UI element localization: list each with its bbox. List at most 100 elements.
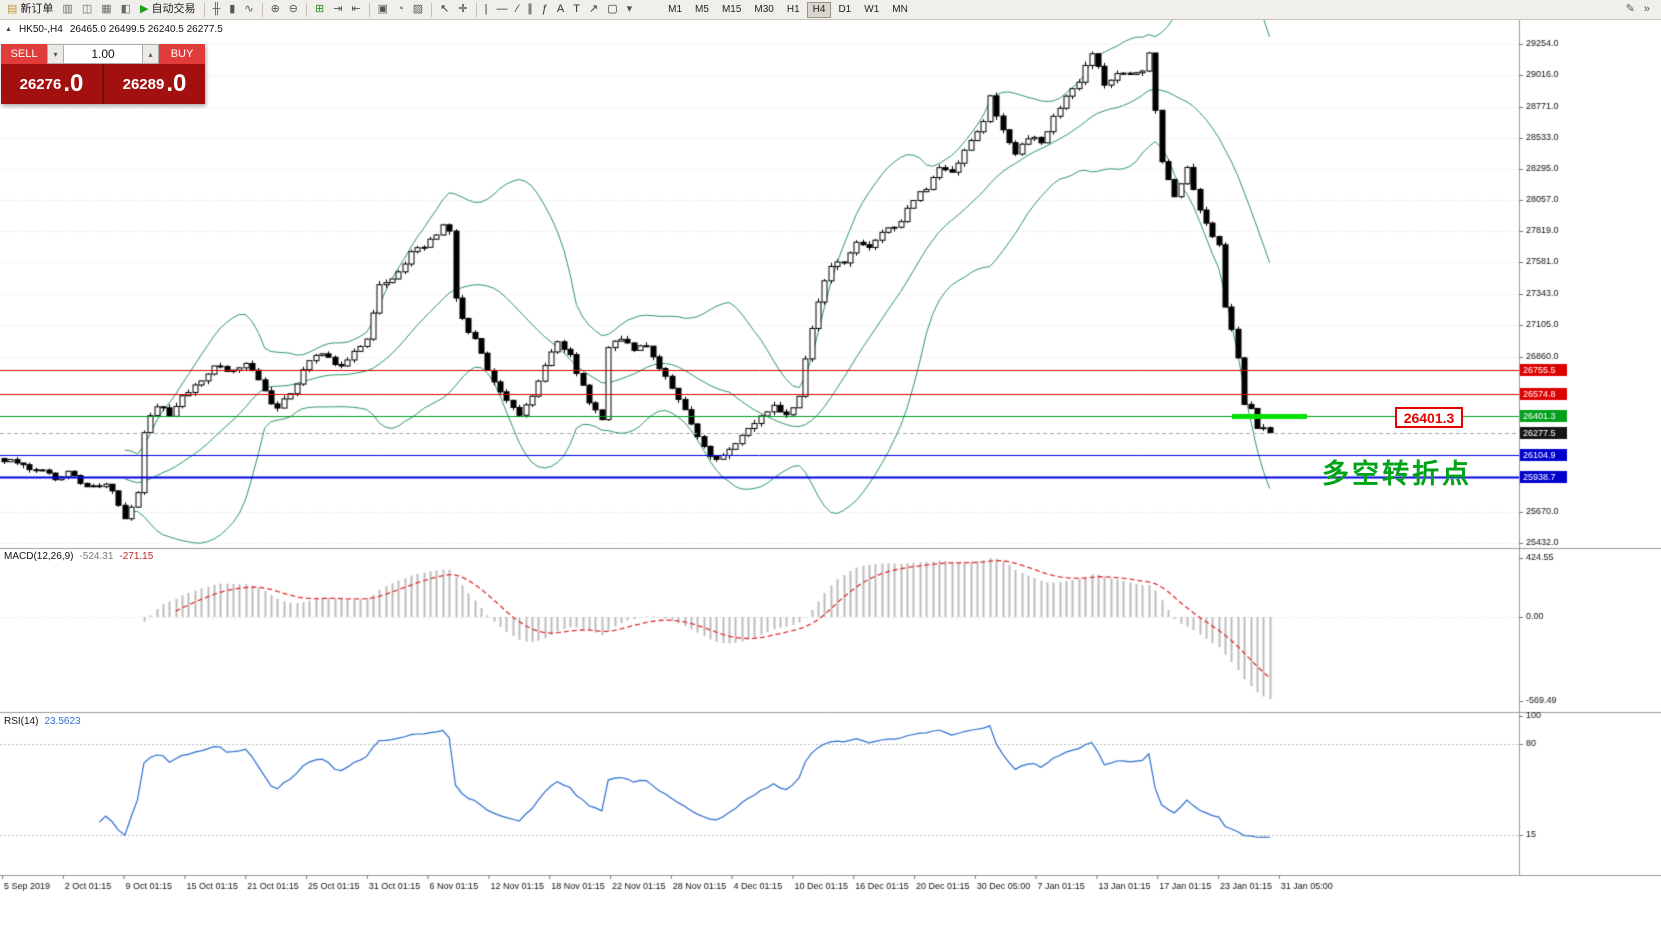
vertical-line-icon: | <box>484 3 488 15</box>
label-icon: T <box>573 3 580 15</box>
tf-m15[interactable]: M15 <box>716 2 747 18</box>
data-window-icon: ◫ <box>81 3 93 15</box>
shapes-icon[interactable]: ▢ <box>603 1 621 19</box>
sell-button[interactable]: SELL <box>1 44 47 64</box>
cursor-icon[interactable]: ↖ <box>436 1 453 19</box>
symbol-info: ▲ HK50-,H4 26465.0 26499.5 26240.5 26277… <box>5 24 223 35</box>
toolbar-more-icon[interactable]: » <box>1640 1 1654 19</box>
vertical-line-icon[interactable]: | <box>481 1 492 19</box>
tf-d1[interactable]: D1 <box>832 2 857 18</box>
autotrading-button-label: 自动交易 <box>151 3 196 15</box>
volume-increase-button[interactable]: ▴ <box>142 44 159 64</box>
navigator-icon: ▦ <box>101 3 112 15</box>
trade-panel-header-row: SELL ▾ ▴ BUY <box>1 44 205 64</box>
tf-h4[interactable]: H4 <box>806 1 832 18</box>
trendline-icon[interactable]: ∕ <box>512 1 522 19</box>
fibonacci-icon: ƒ <box>541 3 548 15</box>
cycles-icon[interactable]: ◔ <box>393 1 408 19</box>
ohlc-values: 26465.0 26499.5 26240.5 26277.5 <box>69 24 223 35</box>
macd-main-value: -524.31 <box>79 551 114 562</box>
tile-windows-icon: ⊞ <box>315 3 325 15</box>
candlestick-chart-icon: ▮ <box>229 3 236 15</box>
new-order-button[interactable]: ▤ 新订单 <box>3 1 57 19</box>
buy-price-decimal: .0 <box>166 70 187 97</box>
volume-decrease-button[interactable]: ▾ <box>47 44 64 64</box>
snapshot-icon[interactable]: ▨ <box>409 1 427 19</box>
candlestick-chart-icon[interactable]: ▮ <box>225 1 239 19</box>
price-level-callout[interactable]: 26401.3 <box>1395 407 1463 428</box>
crosshair-icon[interactable]: ✛ <box>454 1 471 19</box>
chart-window: ▲ HK50-,H4 26465.0 26499.5 26240.5 26277… <box>0 20 1661 948</box>
chart-shift-icon: ⇤ <box>351 3 361 15</box>
tf-m30[interactable]: M30 <box>748 2 779 18</box>
price-chart-canvas[interactable] <box>0 20 1661 948</box>
text-icon[interactable]: A <box>553 1 568 19</box>
tf-mn[interactable]: MN <box>886 2 914 18</box>
trade-panel-price-row: 26276 .0 26289 .0 <box>1 64 205 104</box>
arrows-icon[interactable]: ↗ <box>585 1 602 19</box>
new-chart-icon: ▣ <box>377 3 389 15</box>
trendline-icon: ∕ <box>516 3 519 15</box>
macd-indicator-label: MACD(12,26,9) -524.31 -271.15 <box>4 551 153 562</box>
symbol-period-label: HK50-,H4 <box>18 24 63 35</box>
line-chart-icon: ∿ <box>244 3 254 15</box>
line-chart-icon[interactable]: ∿ <box>240 1 257 19</box>
crosshair-icon: ✛ <box>458 3 468 15</box>
toolbar-separator <box>261 2 263 17</box>
new-chart-icon[interactable]: ▣ <box>374 1 392 19</box>
zoom-out-icon[interactable]: ⊖ <box>285 1 302 19</box>
toolbar-separator <box>203 2 205 17</box>
cycles-icon: ◔ <box>397 3 404 15</box>
horizontal-line-icon: — <box>496 3 508 15</box>
navigator-icon[interactable]: ▦ <box>97 1 115 19</box>
toolbar: ▤ 新订单 ▥ ◫ ▦ ◧ ▶ 自动交易 ╫ ▮ ∿ ⊕ ⊖ ⊞ ⇥ ⇤ ▣ ◔ ▨ ↖ ✛ | — ∕ ∥ ƒ A T ↗ ▢ ▾ M1 M… <box>0 0 1661 20</box>
volume-input[interactable] <box>64 44 142 64</box>
text-icon: A <box>556 3 565 15</box>
channel-icon: ∥ <box>527 3 533 15</box>
quick-edit-icon[interactable]: ✎ <box>1622 1 1639 19</box>
chart-shift-icon[interactable]: ⇤ <box>347 1 364 19</box>
shapes-dropdown-icon[interactable]: ▾ <box>623 1 637 19</box>
buy-price-button[interactable]: 26289 .0 <box>104 64 205 104</box>
zoom-in-icon[interactable]: ⊕ <box>267 1 284 19</box>
auto-scroll-icon[interactable]: ⇥ <box>329 1 346 19</box>
toolbar-separator <box>306 2 308 17</box>
tf-m1[interactable]: M1 <box>662 2 688 18</box>
tf-w1[interactable]: W1 <box>858 2 885 18</box>
bar-chart-icon[interactable]: ╫ <box>209 1 225 19</box>
data-window-icon[interactable]: ◫ <box>78 1 96 19</box>
terminal-icon[interactable]: ◧ <box>117 1 135 19</box>
rsi-value: 23.5623 <box>44 716 81 727</box>
toolbar-separator <box>431 2 433 17</box>
zoom-in-icon: ⊕ <box>270 3 280 15</box>
macd-signal-value: -271.15 <box>119 551 154 562</box>
autotrading-button-icon: ▶ <box>140 3 149 15</box>
autotrading-button[interactable]: ▶ 自动交易 <box>136 1 199 19</box>
one-click-trading-panel: SELL ▾ ▴ BUY 26276 .0 26289 .0 <box>1 44 205 104</box>
channel-icon[interactable]: ∥ <box>523 1 537 19</box>
collapse-arrow-icon[interactable]: ▲ <box>5 26 12 33</box>
sell-price-button[interactable]: 26276 .0 <box>1 64 104 104</box>
tf-m5[interactable]: M5 <box>689 2 715 18</box>
toolbar-left-group: ▤ 新订单 ▥ ◫ ▦ ◧ ▶ 自动交易 ╫ ▮ ∿ ⊕ ⊖ ⊞ ⇥ ⇤ ▣ ◔ ▨ ↖ ✛ | — ∕ ∥ ƒ A T ↗ ▢ ▾ <box>3 1 636 19</box>
buy-price-main: 26289 <box>122 75 165 93</box>
new-order-button-label: 新订单 <box>20 3 54 15</box>
turning-point-annotation: 多空转折点 <box>1322 459 1472 489</box>
tf-h1[interactable]: H1 <box>781 2 806 18</box>
snapshot-icon: ▨ <box>412 3 424 15</box>
fibonacci-icon[interactable]: ƒ <box>538 1 552 19</box>
new-order-button-icon: ▤ <box>7 3 18 15</box>
shapes-dropdown-icon: ▾ <box>626 3 633 15</box>
tile-windows-icon[interactable]: ⊞ <box>311 1 328 19</box>
toolbar-right-group: ✎» <box>1622 1 1654 19</box>
timeframe-toolbar: M1 M5 M15 M30 H1 H4 D1 W1 MN <box>662 1 914 18</box>
toolbar-more-icon: » <box>1643 3 1650 15</box>
label-icon[interactable]: T <box>569 1 584 19</box>
cursor-icon: ↖ <box>440 3 450 15</box>
buy-button[interactable]: BUY <box>159 44 205 64</box>
market-watch-icon[interactable]: ▥ <box>58 1 76 19</box>
toolbar-separator <box>368 2 370 17</box>
rsi-name: RSI(14) <box>4 716 39 727</box>
horizontal-line-icon[interactable]: — <box>492 1 511 19</box>
bar-chart-icon: ╫ <box>212 3 221 15</box>
